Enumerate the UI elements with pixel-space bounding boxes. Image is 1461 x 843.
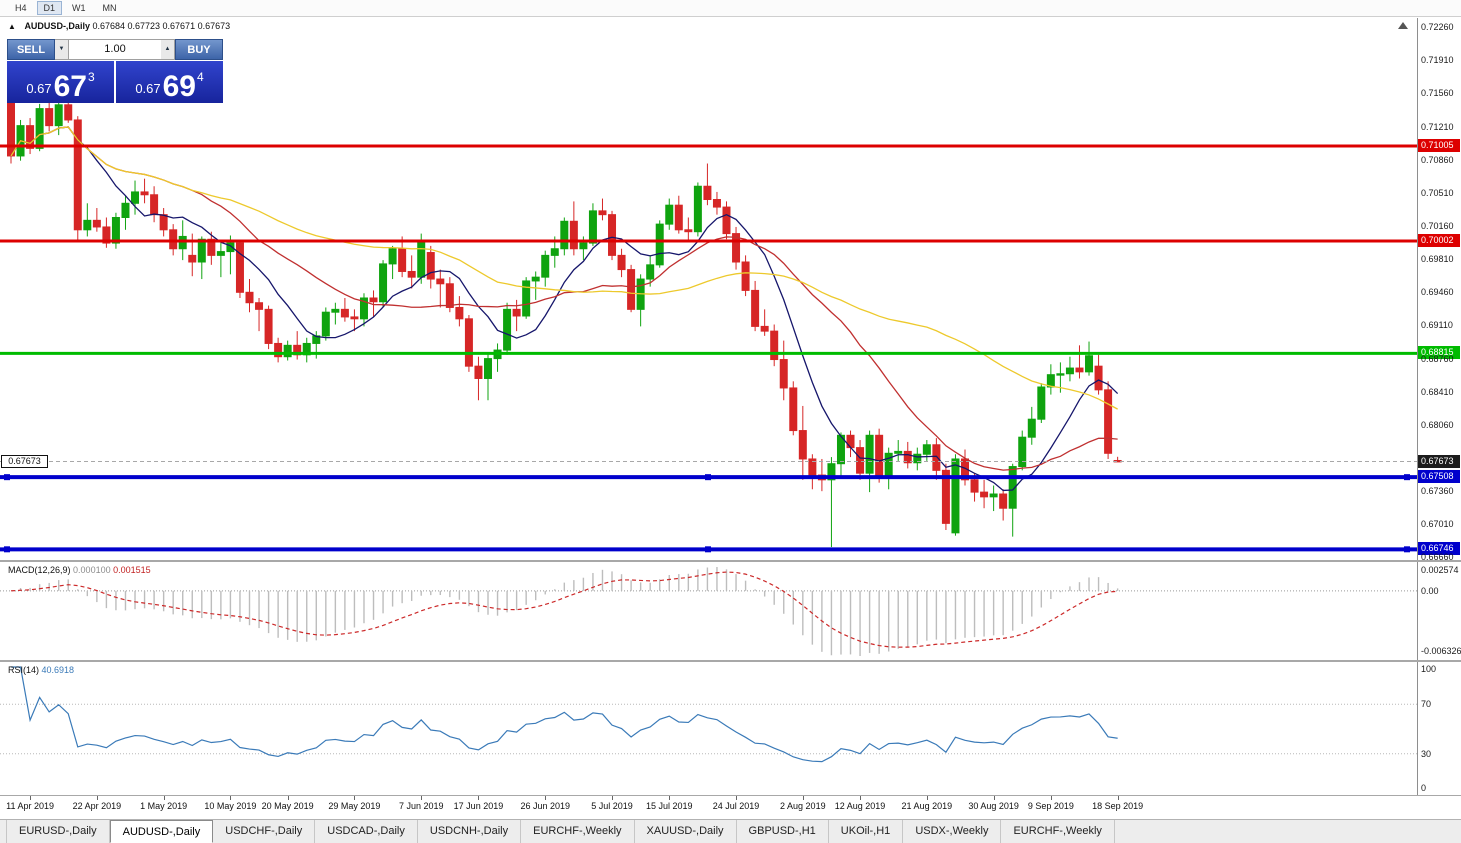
date-label: 22 Apr 2019 [72,801,122,811]
date-label: 17 Jun 2019 [453,801,504,811]
chart-title: ▲ AUDUSD-,Daily 0.67684 0.67723 0.67671 … [8,21,230,31]
date-tick [163,796,165,800]
date-tick [421,796,423,800]
timeframe-w1[interactable]: W1 [72,3,86,13]
one-click-trade-panel: SELL ▼ 1.00 ▲ BUY 0.67 67 3 0.67 69 4 [7,39,223,103]
panel-separator[interactable] [0,560,1461,562]
chart-canvas[interactable] [0,18,1417,560]
sell-price-prefix: 0.67 [26,81,52,96]
date-label: 18 Sep 2019 [1092,801,1144,811]
rsi-canvas[interactable] [0,663,1417,795]
date-tick [287,796,289,800]
macd-canvas[interactable] [0,563,1417,660]
date-label: 2 Aug 2019 [780,801,826,811]
moving-average-line [10,126,1118,410]
rsi-indicator-panel[interactable]: RSI(14) 40.6918 [0,663,1417,795]
sell-price-display[interactable]: 0.67 67 3 [7,61,114,103]
moving-average-line [10,126,1118,471]
price-axis[interactable] [1417,18,1461,795]
date-tick [478,796,480,800]
date-tick [669,796,671,800]
date-label: 29 May 2019 [328,801,381,811]
timeframe-h4[interactable]: H4 [15,3,27,13]
chart-tab-bar: EURUSD-,Daily AUDUSD-,Daily USDCHF-,Daily U… [0,819,1461,843]
chart-tab-usdx[interactable]: USDX-,Weekly [903,820,1002,843]
moving-average-line [10,126,1119,492]
date-tick [993,796,995,800]
volume-input[interactable]: 1.00 [69,39,161,60]
sell-button[interactable]: SELL [7,39,55,60]
macd-label: MACD(12,26,9) 0.000100 0.001515 [8,565,151,575]
timeframe-d1[interactable]: D1 [36,1,63,15]
date-tick [30,796,32,800]
date-label: 11 Apr 2019 [6,801,55,811]
chart-tab-eurusd[interactable]: EURUSD-,Daily [6,820,110,843]
date-label: 15 Jul 2019 [645,801,693,811]
buy-price-display[interactable]: 0.67 69 4 [116,61,223,103]
panel-separator [0,795,1461,796]
trade-panel-collapse-icon[interactable]: ▲ [8,22,16,31]
horizontal-line[interactable] [0,546,1417,553]
buy-price-pip-digit: 4 [197,70,204,84]
volume-decrease-button[interactable]: ▼ [55,39,69,60]
date-tick [860,796,862,800]
rsi-label: RSI(14) 40.6918 [8,665,75,675]
chart-symbol-period: AUDUSD-,Daily [24,21,90,31]
sell-price-pip-digit: 3 [88,70,95,84]
date-tick [545,796,547,800]
timeframe-mn[interactable]: MN [102,3,117,13]
panel-separator[interactable] [0,660,1461,662]
date-label: 26 Jun 2019 [520,801,570,811]
date-tick [1050,796,1052,800]
chart-tab-eurchf[interactable]: EURCHF-,Weekly [521,820,635,843]
timeframe-toolbar: H4 D1 W1 MN [0,0,1461,17]
macd-indicator-panel[interactable]: MACD(12,26,9) 0.000100 0.001515 [0,563,1417,660]
date-tick [230,796,232,800]
date-label: 7 Jun 2019 [398,801,444,811]
buy-price-prefix: 0.67 [135,81,161,96]
date-label: 1 May 2019 [140,801,188,811]
date-tick [736,796,738,800]
buy-price-big-digits: 69 [162,69,196,103]
date-label: 24 Jul 2019 [712,801,760,811]
autoscroll-marker-icon [1398,22,1408,29]
chart-tab-eurchf[interactable]: EURCHF-,Weekly [1001,820,1115,843]
sell-price-big-digits: 67 [53,69,87,103]
chart-tab-usdcad[interactable]: USDCAD-,Daily [315,820,418,843]
date-tick [802,796,804,800]
horizontal-line[interactable] [0,474,1417,481]
chart-ohlc-values: 0.67684 0.67723 0.67671 0.67673 [92,21,231,31]
date-label: 20 May 2019 [261,801,314,811]
chart-tab-usdchf[interactable]: USDCHF-,Daily [213,820,316,843]
date-tick [612,796,614,800]
date-label: 10 May 2019 [204,801,257,811]
date-label: 5 Jul 2019 [591,801,633,811]
date-tick [926,796,928,800]
chart-tab-xauusd[interactable]: XAUUSD-,Daily [635,820,737,843]
chart-tab-usdcnh[interactable]: USDCNH-,Daily [418,820,522,843]
date-label: 30 Aug 2019 [968,801,1019,811]
price-chart[interactable]: ▲ AUDUSD-,Daily 0.67684 0.67723 0.67671 … [0,18,1417,560]
date-tick [96,796,98,800]
chart-tab-audusd[interactable]: AUDUSD-,Daily [109,820,214,843]
date-label: 9 Sep 2019 [1027,801,1074,811]
chart-tab-ukoil[interactable]: UKOil-,H1 [829,820,904,843]
date-label: 21 Aug 2019 [901,801,953,811]
candlesticks-layer [7,97,1122,548]
date-label: 12 Aug 2019 [834,801,886,811]
date-tick [1117,796,1119,800]
volume-increase-button[interactable]: ▲ [161,39,175,60]
time-axis[interactable]: 11 Apr 2019 22 Apr 2019 1 May 2019 10 May 2… [0,796,1461,818]
date-tick [354,796,356,800]
chart-tab-gbpusd[interactable]: GBPUSD-,H1 [737,820,829,843]
buy-button[interactable]: BUY [175,39,223,60]
